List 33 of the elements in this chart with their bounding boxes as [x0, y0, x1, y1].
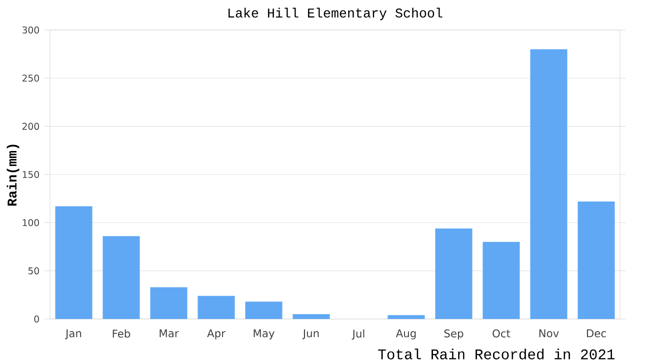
y-tick-label: 100	[22, 219, 39, 226]
x-tick-label: May	[254, 329, 274, 340]
y-tick-label: 250	[22, 74, 39, 82]
x-tick-label: Nov	[539, 329, 559, 338]
chart-title: Lake Hill Elementary School	[228, 8, 442, 20]
bar	[198, 296, 235, 319]
x-tick-label: Aug	[396, 329, 416, 340]
x-tick-label: Jul	[352, 329, 364, 340]
text: Total Rain Recorded in 2021	[378, 348, 615, 360]
y-tick-label: 0	[34, 315, 39, 323]
x-tick-label: Oct	[492, 329, 510, 338]
x-tick-label: Jan	[64, 329, 82, 340]
bar	[530, 49, 568, 319]
x-tick-label: Jun	[302, 329, 319, 340]
y-tick-label: 300	[22, 26, 39, 34]
x-tick-label: Mar	[160, 329, 179, 338]
x-tick-label: Apr	[207, 329, 226, 340]
bar	[435, 228, 472, 319]
bar	[578, 201, 615, 319]
bar	[292, 314, 330, 319]
bar	[55, 206, 92, 319]
bar	[102, 236, 140, 319]
x-tick-label: Sep	[444, 329, 464, 340]
bar	[150, 287, 188, 319]
x-tick-label: Dec	[586, 329, 606, 338]
bar	[245, 302, 282, 319]
bar	[388, 315, 425, 319]
bar	[482, 242, 520, 319]
y-tick-label: 50	[28, 267, 39, 274]
x-tick-label: Feb	[112, 329, 130, 338]
y-tick-label: 200	[22, 122, 39, 130]
y-axis-title: Rain(mm)	[6, 144, 20, 206]
y-tick-label: 150	[22, 170, 39, 178]
